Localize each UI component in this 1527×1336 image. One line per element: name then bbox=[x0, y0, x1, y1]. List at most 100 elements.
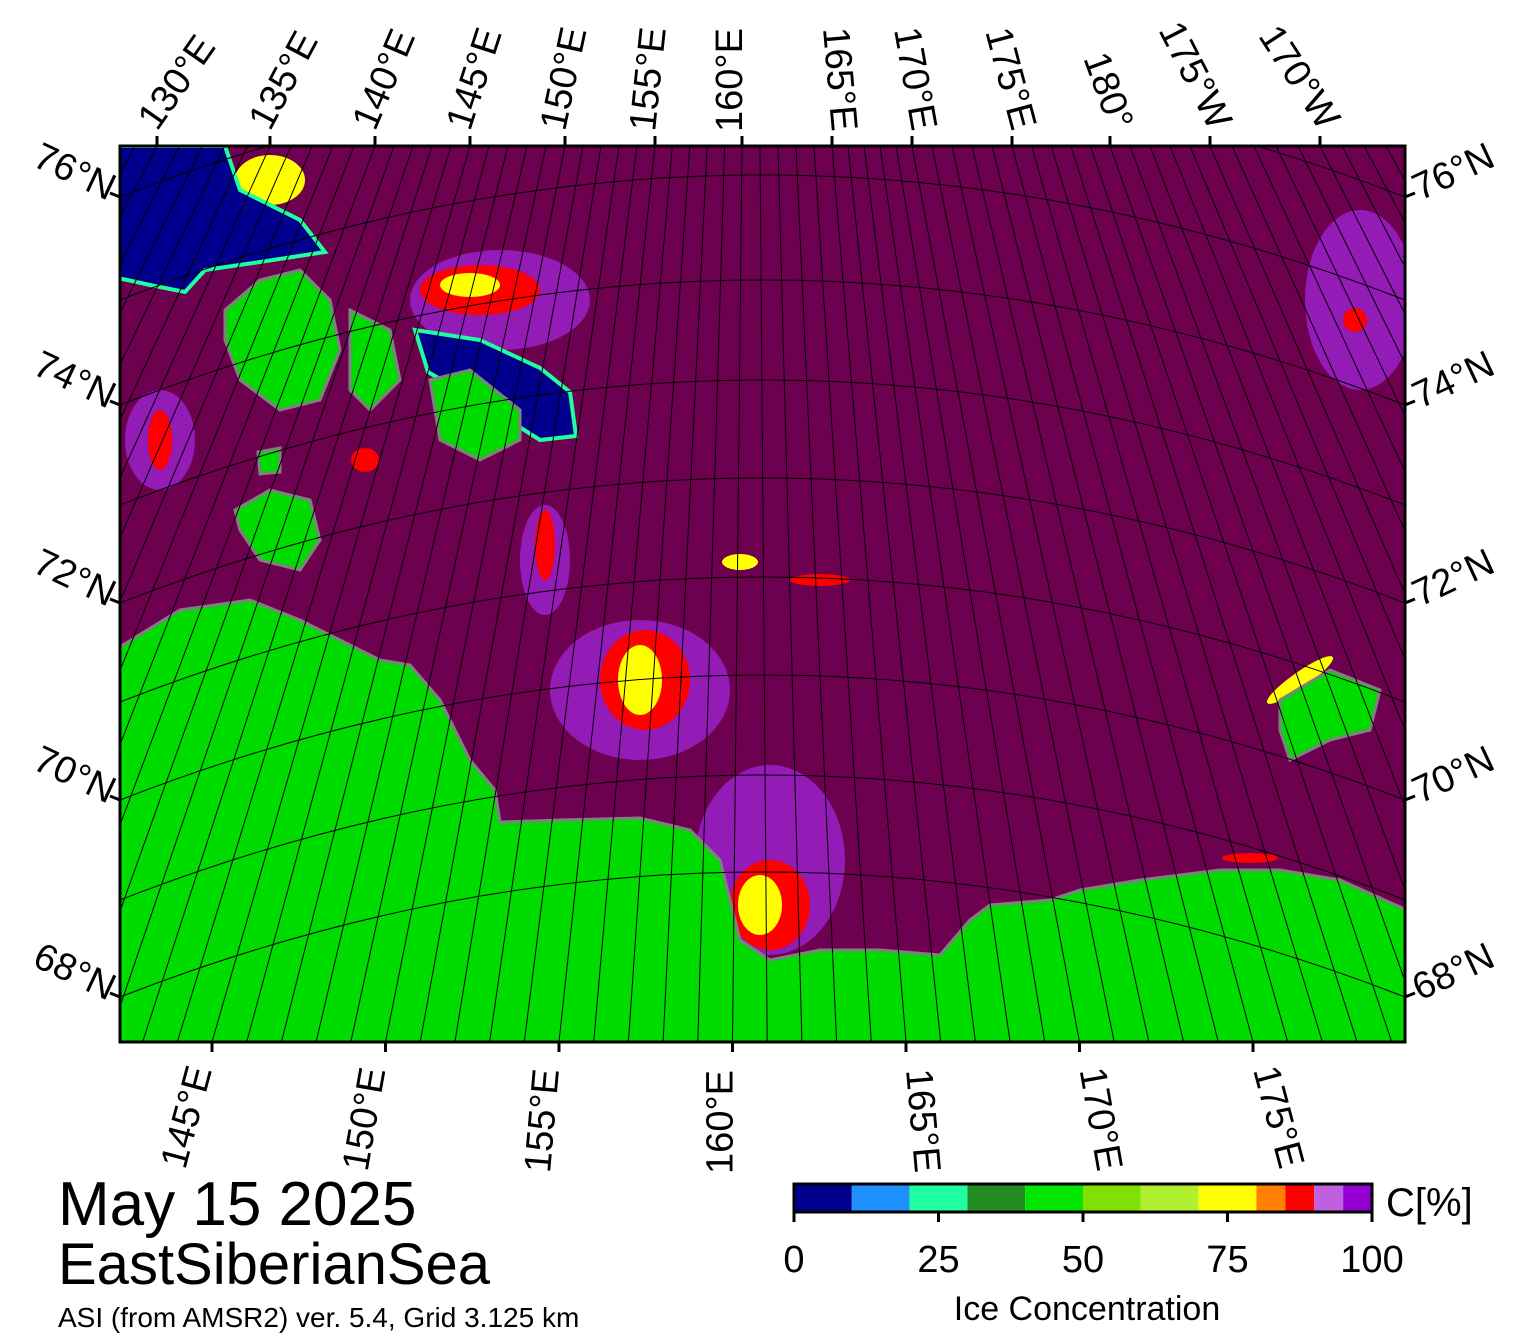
meridian bbox=[120, 146, 248, 421]
meridian bbox=[1363, 146, 1405, 224]
tick bbox=[109, 991, 121, 999]
lon-label: 155°E bbox=[517, 1067, 568, 1174]
tick bbox=[109, 399, 121, 407]
meridian bbox=[176, 146, 452, 1042]
lon-label: 170°W bbox=[1250, 18, 1348, 137]
meridian bbox=[1319, 146, 1405, 316]
tick bbox=[1404, 597, 1416, 605]
meridian bbox=[863, 146, 976, 1042]
lat-label: 70°N bbox=[27, 738, 122, 812]
parallel bbox=[120, 674, 1405, 801]
map-body bbox=[120, 146, 1405, 1042]
colorbar-segment bbox=[794, 1184, 852, 1212]
lon-label: 175°W bbox=[1150, 15, 1239, 136]
meridian bbox=[991, 146, 1219, 1042]
meridian bbox=[419, 146, 584, 1042]
meridian bbox=[120, 146, 395, 913]
lon-label: 135°E bbox=[241, 25, 327, 137]
meridian bbox=[759, 146, 768, 1042]
colorbar-segment bbox=[1198, 1184, 1257, 1212]
meridian bbox=[1169, 146, 1405, 732]
meridian bbox=[731, 146, 743, 1042]
meridian bbox=[593, 146, 673, 1042]
ice-patches bbox=[148, 155, 1367, 970]
meridian bbox=[931, 146, 1115, 1042]
lon-label: 145°E bbox=[439, 23, 511, 135]
meridian bbox=[120, 146, 271, 480]
map-frame bbox=[118, 144, 1407, 1044]
meridian bbox=[350, 146, 547, 1042]
meridian bbox=[120, 146, 355, 747]
land bbox=[120, 268, 1405, 1042]
colorbar-tick-label: 25 bbox=[917, 1239, 959, 1281]
meridian bbox=[777, 146, 803, 1042]
lat-label: 68°N bbox=[27, 935, 122, 1009]
meridian bbox=[489, 146, 620, 1042]
lon-label: 150°E bbox=[533, 23, 596, 133]
lon-label: 130°E bbox=[130, 28, 224, 137]
meridian bbox=[971, 146, 1185, 1042]
meridian bbox=[627, 146, 691, 1042]
lat-label: 72°N bbox=[27, 541, 122, 615]
lon-label: 175°E bbox=[1244, 1061, 1311, 1172]
lon-label: 165°E bbox=[897, 1067, 948, 1174]
meridian bbox=[1209, 146, 1405, 596]
lon-label: 160°E bbox=[700, 1070, 742, 1174]
meridian bbox=[120, 146, 313, 603]
date: May 15 2025 bbox=[58, 1170, 416, 1239]
colorbar: 0 25 50 75 100 bbox=[783, 1184, 1404, 1281]
meridian bbox=[1275, 146, 1405, 418]
meridian bbox=[1149, 146, 1405, 808]
lat-label: 72°N bbox=[1406, 541, 1501, 615]
colorbar-segment bbox=[1314, 1184, 1344, 1212]
meridian bbox=[1231, 146, 1405, 533]
colorbar-segment bbox=[1140, 1184, 1199, 1212]
colorbar-tick-label: 75 bbox=[1206, 1239, 1248, 1281]
colorbar-unit: C[%] bbox=[1386, 1181, 1473, 1225]
lat-label: 74°N bbox=[1406, 343, 1501, 417]
meridian bbox=[142, 146, 433, 1042]
meridian bbox=[895, 146, 1046, 1042]
tick bbox=[109, 191, 121, 199]
meridian bbox=[1011, 146, 1254, 1042]
meridian bbox=[120, 146, 292, 539]
meridian bbox=[831, 146, 907, 1042]
meridian bbox=[951, 146, 1150, 1042]
lon-label: 140°E bbox=[345, 23, 424, 135]
lon-label: 175°E bbox=[976, 23, 1043, 134]
meridian bbox=[120, 146, 226, 366]
lat-label: 74°N bbox=[27, 343, 122, 417]
meridian bbox=[1129, 146, 1405, 892]
colorbar-segment bbox=[1083, 1184, 1141, 1212]
meridian bbox=[120, 146, 158, 219]
tick bbox=[1404, 991, 1416, 999]
colorbar-tick-label: 0 bbox=[783, 1239, 804, 1281]
colorbar-segment bbox=[1343, 1184, 1372, 1212]
colorbar-segment bbox=[909, 1184, 968, 1212]
colorbar-tick-label: 100 bbox=[1340, 1239, 1403, 1281]
parallel bbox=[120, 871, 1405, 998]
meridian bbox=[280, 146, 509, 1042]
meridian bbox=[1070, 146, 1358, 1042]
tick bbox=[1404, 191, 1416, 199]
lon-label: 170°E bbox=[1071, 1064, 1130, 1174]
lat-label: 76°N bbox=[1406, 135, 1501, 209]
parallel bbox=[120, 174, 1405, 301]
lon-label: 170°E bbox=[885, 24, 944, 134]
meridian bbox=[523, 146, 638, 1042]
meridian bbox=[847, 146, 942, 1042]
lon-label: 155°E bbox=[622, 25, 675, 133]
meridian bbox=[558, 146, 656, 1042]
meridian bbox=[1089, 146, 1393, 1042]
meridian bbox=[1253, 146, 1405, 473]
colorbar-segment bbox=[967, 1184, 1026, 1212]
meridian bbox=[1297, 146, 1405, 365]
source: ASI (from AMSR2) ver. 5.4, Grid 3.125 km bbox=[58, 1302, 579, 1333]
open-water bbox=[120, 146, 579, 443]
tick bbox=[1404, 399, 1416, 407]
parallel bbox=[120, 477, 1405, 604]
colorbar-segment bbox=[1025, 1184, 1083, 1212]
colorbar-segment bbox=[1256, 1184, 1286, 1212]
meridian bbox=[1031, 146, 1289, 1042]
